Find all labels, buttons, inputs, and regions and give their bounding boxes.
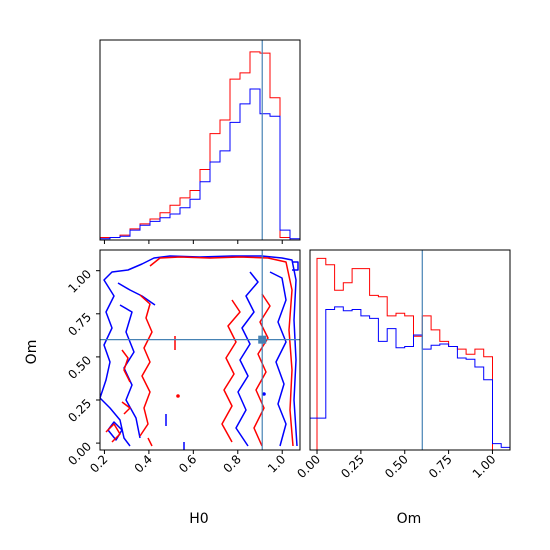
joint-xtick-label-1: 0.4 bbox=[132, 452, 155, 475]
joint-xtick-label-0: 0.2 bbox=[87, 452, 110, 475]
h0-histogram-panel bbox=[99, 39, 301, 244]
contour-blue-outer bbox=[99, 255, 298, 447]
contour-red-left-2 bbox=[121, 349, 131, 383]
x-axis-label-om: Om bbox=[397, 511, 422, 527]
om-hist-xtick-label-3: 0.75 bbox=[426, 452, 455, 481]
contour-red-left bbox=[139, 294, 153, 437]
y-axis-label-om: Om bbox=[24, 340, 40, 365]
joint-xtick-label-4: 1.0 bbox=[265, 452, 288, 475]
h0-hist-series-blue bbox=[99, 88, 301, 240]
contour-blue-left-loop bbox=[107, 421, 123, 441]
contour-blue-left-inner bbox=[119, 304, 141, 439]
contour-blue-left-top bbox=[117, 282, 156, 306]
om-hist-xtick-label-4: 1.00 bbox=[470, 452, 499, 481]
joint-xtick-label-3: 0.8 bbox=[220, 452, 243, 475]
om-hist-xtick-label-2: 0.50 bbox=[382, 452, 411, 481]
joint-frame bbox=[99, 249, 301, 451]
om-hist-series-red bbox=[310, 257, 510, 451]
om-hist-xtick-label-1: 0.25 bbox=[338, 452, 367, 481]
contour-red-right-1 bbox=[221, 299, 241, 443]
joint-ytick-label-2: 0.50 bbox=[65, 353, 94, 382]
joint-ytick-label-4: 1.00 bbox=[65, 267, 94, 296]
joint-ytick-label-1: 0.25 bbox=[65, 396, 94, 425]
h0-hist-series-red bbox=[99, 51, 300, 241]
contour-red-left-tick bbox=[147, 437, 153, 447]
om-histogram-panel bbox=[309, 249, 511, 454]
h0-hist-frame bbox=[99, 39, 301, 241]
contour-blue-edge-box bbox=[292, 261, 299, 271]
om-hist-frame bbox=[309, 249, 511, 451]
x-axis-label-h0: H0 bbox=[189, 511, 208, 527]
contour-blue-right-2 bbox=[269, 271, 287, 447]
contour-blue-left-bottom bbox=[99, 397, 131, 447]
om-hist-series-blue bbox=[309, 306, 511, 450]
tick-labels: 0.00 0.25 0.50 0.75 1.000.2 0.4 0.6 0.8 1.00.000… bbox=[65, 267, 498, 481]
contour-blue-island-3 bbox=[262, 392, 266, 396]
joint-ytick-label-3: 0.75 bbox=[65, 310, 94, 339]
joint-xtick-label-2: 0.6 bbox=[176, 452, 199, 475]
joint-truth-marker bbox=[258, 335, 267, 344]
om-hist-xtick-label-0: 0.00 bbox=[294, 452, 323, 481]
contour-red-outer bbox=[149, 256, 294, 447]
contour-blue-right-1 bbox=[235, 271, 259, 447]
contour-red-left-3 bbox=[121, 401, 131, 415]
contour-red-island-2 bbox=[176, 394, 180, 398]
joint-contour-panel bbox=[96, 249, 301, 454]
contour-red-left-loop bbox=[105, 423, 121, 443]
